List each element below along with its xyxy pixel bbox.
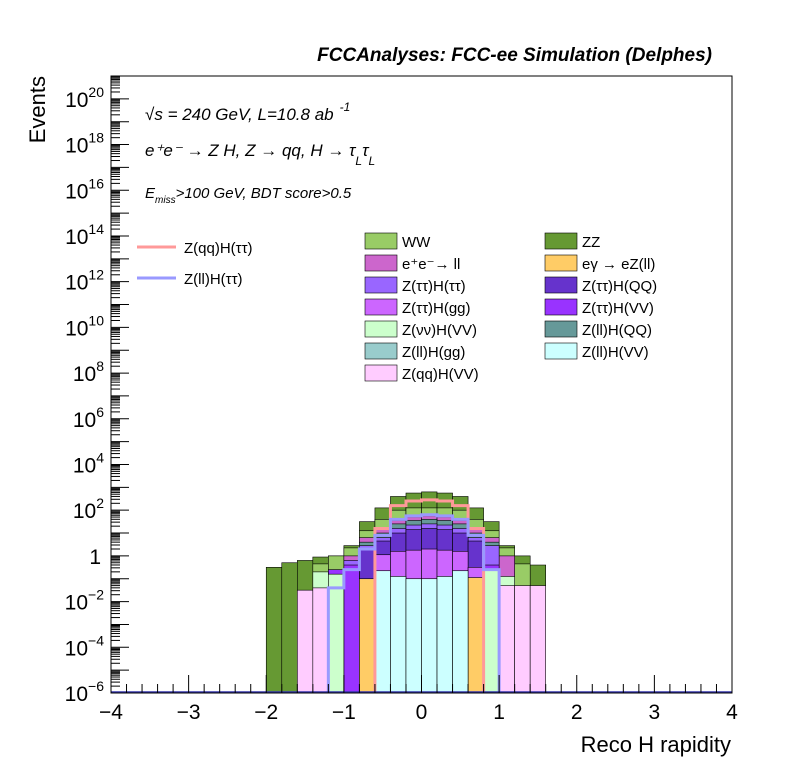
selection-rest: >100 GeV, BDT score>0.5 xyxy=(176,185,352,202)
process-main: e⁺e⁻ → Z H, Z → qq, H → τ xyxy=(145,141,357,160)
legend-label: Z(ττ)H(QQ) xyxy=(582,278,657,295)
legend-swatch xyxy=(364,254,398,272)
legend-swatch xyxy=(544,232,578,250)
bar-z-ll-h-vv- xyxy=(374,570,391,694)
bar-z-ll-h-vv- xyxy=(421,578,438,694)
bar-z-qq-h-vv- xyxy=(514,585,531,694)
y-axis-label: Events xyxy=(25,76,50,143)
legend-swatch xyxy=(364,320,398,338)
bar-e-ez-ll- xyxy=(467,577,484,694)
energy-lumi: = 240 GeV, L=10.8 ab xyxy=(163,105,334,124)
y-tick-label: 102 xyxy=(73,495,104,523)
bar-z-qq-h-vv- xyxy=(529,585,546,694)
x-tick-label: −4 xyxy=(99,701,123,724)
y-tick-label: 104 xyxy=(73,449,104,477)
y-tick-label: 108 xyxy=(73,358,104,386)
bar-z-h-vv- xyxy=(343,564,360,694)
bar-z-ll-h-vv- xyxy=(405,578,422,694)
chart-title: FCCAnalyses: FCC-ee Simulation (Delphes) xyxy=(317,45,712,66)
x-tick-label: 3 xyxy=(649,701,661,724)
y-tick-label: 1010 xyxy=(65,312,104,340)
legend-swatch xyxy=(544,342,578,360)
legend: Z(qq)H(ττ) Z(ll)H(ττ) WW ZZ e⁺e⁻→ ll eγ → eZ(… xyxy=(137,232,657,383)
annotation-process: e⁺e⁻ → Z H, Z → qq, H → τLτL xyxy=(145,141,375,168)
x-tick-label: 1 xyxy=(493,701,505,724)
process-sub1: L xyxy=(355,154,362,168)
y-tick-label: 1012 xyxy=(65,267,104,295)
legend-swatch xyxy=(364,232,398,250)
legend-label: Z(qq)H(VV) xyxy=(402,366,479,383)
legend-label: Z(νν)H(VV) xyxy=(402,322,477,339)
y-axis: 10−6 10−4 10−2 1 102 104 106 108 1010 1012 1014 101… xyxy=(65,75,129,706)
legend-label: e⁺e⁻→ ll xyxy=(402,256,460,273)
legend-swatch xyxy=(364,342,398,360)
line-z-ll-h- xyxy=(326,513,501,693)
x-tick-label: −3 xyxy=(177,701,201,724)
bar-z-ll-h-vv- xyxy=(436,576,453,694)
y-tick-label: 106 xyxy=(73,404,104,432)
lumi-exponent: -1 xyxy=(340,100,351,114)
legend-swatch xyxy=(364,298,398,316)
bar-z-h-vv- xyxy=(483,569,500,694)
legend-label: Z(ττ)H(VV) xyxy=(582,300,654,317)
x-axis: −4 −3 −2 −1 0 1 2 3 4 xyxy=(99,675,738,724)
selection-sub: miss xyxy=(155,195,176,206)
y-tick-label: 10−4 xyxy=(65,632,105,660)
bar-z-ll-h-vv- xyxy=(390,576,407,694)
bar-z-qq-h-vv- xyxy=(312,587,329,694)
y-tick-label: 1020 xyxy=(65,84,104,112)
bars-layer xyxy=(265,491,546,694)
bar-z-ll-h-vv- xyxy=(452,570,469,694)
y-tick-label: 10−2 xyxy=(65,587,105,615)
y-tick-label: 1014 xyxy=(65,221,104,249)
process-sub2: L xyxy=(368,154,375,168)
legend-swatch xyxy=(364,364,398,382)
line-z-qq-h- xyxy=(373,498,486,693)
y-tick-label: 10−6 xyxy=(65,678,105,706)
legend-label: Z(ττ)H(ττ) xyxy=(402,278,466,295)
legend-label: Z(ττ)H(gg) xyxy=(402,300,471,317)
legend-label: Z(ll)H(gg) xyxy=(402,344,465,361)
legend-label: ZZ xyxy=(582,234,600,251)
x-tick-label: 0 xyxy=(416,701,428,724)
y-tick-label: 1 xyxy=(89,546,101,569)
bar-zz xyxy=(265,567,283,694)
x-tick-label: −2 xyxy=(254,701,278,724)
annotation-energy: √s = 240 GeV, L=10.8 ab -1 xyxy=(145,100,350,124)
legend-label: Z(ll)H(QQ) xyxy=(582,322,652,339)
legend-label: Z(ll)H(ττ) xyxy=(184,271,243,288)
legend-swatch xyxy=(544,320,578,338)
legend-swatch xyxy=(544,276,578,294)
selection-E: E xyxy=(145,185,156,202)
sqrt-s: √s xyxy=(145,105,163,124)
legend-label: Z(ll)H(VV) xyxy=(582,344,649,361)
bar-z-qq-h-vv- xyxy=(296,589,314,694)
y-tick-label: 1018 xyxy=(65,130,104,158)
legend-swatch xyxy=(364,276,398,294)
bar-e-ez-ll- xyxy=(359,578,376,694)
bar-z-qq-h-vv- xyxy=(498,585,515,694)
legend-label: Z(qq)H(ττ) xyxy=(184,240,253,257)
bar-z-h-vv- xyxy=(328,573,345,694)
annotation-selection: Emiss>100 GeV, BDT score>0.5 xyxy=(145,185,352,206)
x-tick-label: 4 xyxy=(726,701,738,724)
legend-swatch xyxy=(544,298,578,316)
legend-label: eγ → eZ(ll) xyxy=(582,256,655,273)
x-tick-label: −1 xyxy=(332,701,356,724)
process-tau2: τ xyxy=(362,141,370,160)
x-tick-label: 2 xyxy=(571,701,583,724)
legend-swatch xyxy=(544,254,578,272)
bar-zz xyxy=(281,562,298,694)
x-axis-label: Reco H rapidity xyxy=(581,732,731,757)
legend-label: WW xyxy=(402,234,431,251)
y-tick-label: 1016 xyxy=(65,175,104,203)
